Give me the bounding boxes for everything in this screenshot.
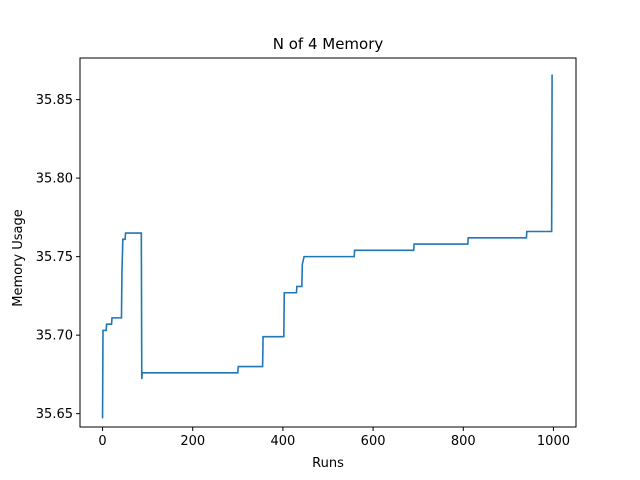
series-line-1 — [101, 74, 553, 419]
x-tick-label: 200 — [180, 434, 205, 449]
y-tick-label: 35.80 — [36, 172, 73, 187]
y-tick-label: 35.75 — [36, 250, 73, 265]
x-tick-label: 400 — [270, 434, 295, 449]
x-tick-label: 1000 — [537, 434, 570, 449]
y-tick-label: 35.85 — [36, 93, 73, 108]
x-axis-label: Runs — [312, 456, 344, 471]
y-tick-label: 35.65 — [36, 407, 73, 422]
y-tick-label: 35.70 — [36, 329, 73, 344]
plot-area-frame — [79, 57, 577, 428]
x-tick-label: 600 — [361, 434, 386, 449]
series-layer — [101, 74, 553, 419]
x-tick-label: 800 — [451, 434, 476, 449]
x-axis: 0 200 400 600 800 1000 — [98, 427, 570, 449]
y-axis: 35.65 35.70 35.75 35.80 35.85 — [36, 93, 80, 422]
chart-title: N of 4 Memory — [273, 35, 384, 53]
y-axis-label: Memory Usage — [11, 209, 26, 307]
x-tick-label: 0 — [98, 434, 106, 449]
